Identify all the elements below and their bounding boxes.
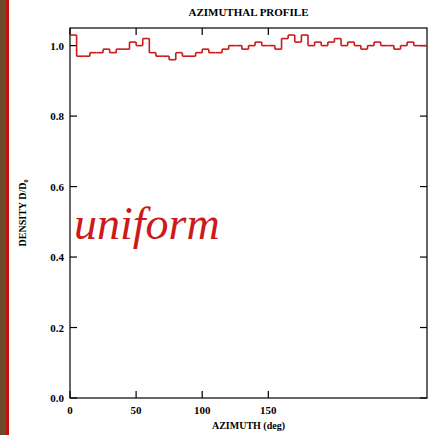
- bin-step: [420, 45, 427, 47]
- bin-step: [83, 55, 90, 57]
- bin-step: [321, 45, 328, 47]
- bin-step: [156, 55, 163, 57]
- y-tick: [70, 115, 77, 116]
- bin-step: [202, 48, 209, 50]
- bin-step: [282, 38, 289, 40]
- y-tick-label: 0.2: [50, 322, 64, 334]
- y-tick-label: 0.0: [50, 392, 64, 404]
- bin-step: [354, 45, 361, 47]
- x-tick: [268, 391, 269, 398]
- bin-step: [328, 41, 335, 43]
- x-tick-label: 100: [194, 404, 211, 416]
- bin-step: [368, 45, 375, 47]
- bin-step: [348, 41, 355, 43]
- bin-step: [149, 52, 156, 54]
- bin-step: [381, 45, 388, 47]
- bin-step: [235, 45, 242, 47]
- x-tick-label: 150: [260, 404, 277, 416]
- bin-step: [308, 45, 315, 47]
- bin-step: [242, 48, 249, 50]
- bin-step: [334, 38, 341, 40]
- bin-step: [90, 52, 97, 54]
- y-tick: [70, 256, 77, 257]
- bin-step: [301, 34, 308, 36]
- bin-step: [268, 45, 275, 47]
- bin-step: [361, 48, 368, 50]
- chart: AZIMUTHAL PROFILE 0.0 0.2 0.4 0.6 0.8 1.0 0 50 10…: [0, 0, 437, 435]
- y-tick: [70, 327, 77, 328]
- bin-step: [275, 48, 282, 50]
- panel: [6, 0, 437, 435]
- plot-frame: [70, 28, 427, 398]
- y-tick-right: [420, 256, 427, 257]
- bin-step: [196, 52, 203, 54]
- x-tick-label: 50: [131, 404, 143, 416]
- bin-step: [222, 48, 229, 50]
- bin-step: [189, 55, 196, 57]
- bin-step: [394, 48, 401, 50]
- bin-step: [176, 52, 183, 54]
- bin-step: [401, 45, 408, 47]
- bin-step: [255, 41, 262, 43]
- title: AZIMUTHAL PROFILE: [188, 6, 308, 18]
- bin-step: [288, 34, 295, 36]
- x-tick-top: [136, 28, 137, 35]
- bin-step: [163, 55, 170, 57]
- x-tick: [136, 391, 137, 398]
- bin-step: [407, 41, 414, 43]
- bin-step: [70, 34, 77, 36]
- bin-step: [229, 45, 236, 47]
- x-axis-label: AZIMUTH (deg): [212, 420, 285, 432]
- x-tick-top: [202, 28, 203, 35]
- bin-step: [96, 52, 103, 54]
- y-tick-label: 1.0: [50, 40, 64, 52]
- y-tick-right: [420, 115, 427, 116]
- y-tick: [70, 397, 77, 398]
- x-tick-top: [268, 28, 269, 35]
- bin-step: [116, 48, 123, 50]
- y-tick: [70, 186, 77, 187]
- y-tick-right: [420, 45, 427, 46]
- y-tick-right: [420, 186, 427, 187]
- bin-step: [315, 41, 322, 43]
- bin-step: [143, 38, 150, 40]
- y-tick-label: 0.8: [50, 110, 64, 122]
- y-tick-label: 0.6: [50, 181, 64, 193]
- y-tick-label: 0.4: [50, 251, 64, 263]
- x-tick: [202, 391, 203, 398]
- y-tick-right: [420, 327, 427, 328]
- annotation: uniform: [74, 198, 220, 249]
- x-tick: [69, 391, 70, 398]
- bin-step: [341, 45, 348, 47]
- bin-step: [414, 45, 421, 47]
- bin-step: [136, 45, 143, 47]
- bin-step: [374, 41, 381, 43]
- bin-step: [249, 45, 256, 47]
- series-group: [70, 35, 427, 60]
- x-tick-top: [69, 28, 70, 35]
- bin-step: [215, 52, 222, 54]
- y-tick-right: [420, 397, 427, 398]
- y-axis-label: DENSITY D/D₀: [17, 180, 28, 247]
- bin-step: [182, 55, 189, 57]
- bin-step: [169, 59, 176, 61]
- bin-step: [110, 52, 117, 54]
- step-connectors: [77, 35, 421, 60]
- x-tick-label: 0: [67, 404, 73, 416]
- bin-step: [262, 45, 269, 47]
- bin-step: [387, 45, 394, 47]
- bin-step: [103, 48, 110, 50]
- bin-step: [123, 48, 130, 50]
- bin-step: [77, 55, 84, 57]
- bin-step: [130, 41, 137, 43]
- bin-step: [209, 52, 216, 54]
- bin-step: [295, 41, 302, 43]
